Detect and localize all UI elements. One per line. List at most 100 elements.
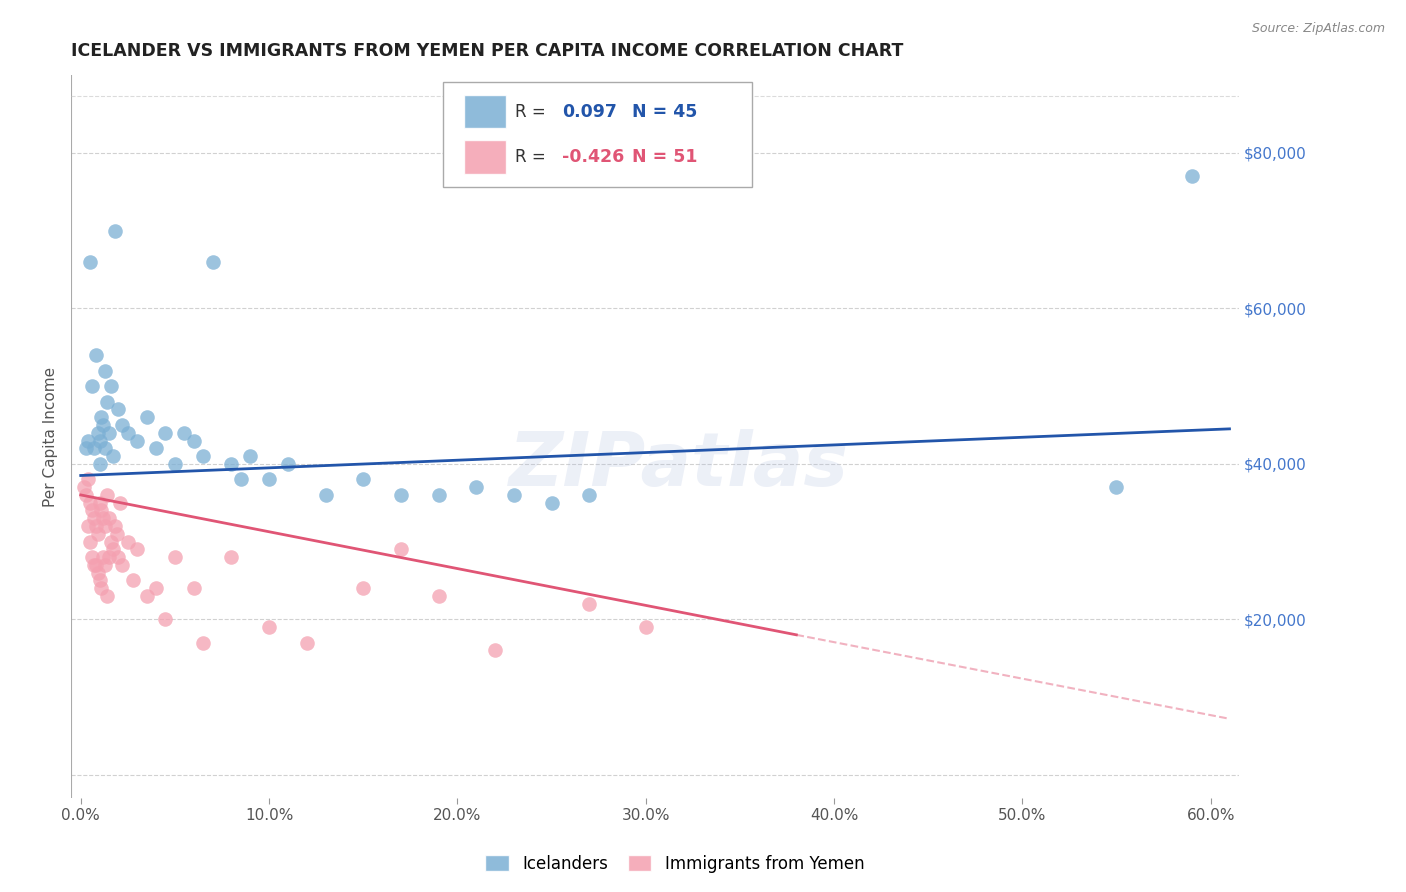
Point [578,597,600,611]
Point [183,434,205,448]
FancyBboxPatch shape [464,140,506,174]
Point [117,534,139,549]
Point [89,434,111,448]
Point [155,612,177,626]
Point [101,449,124,463]
Point [100,534,122,549]
Point [229,472,252,486]
Point [79,534,101,549]
Point [163,550,186,565]
Text: N = 51: N = 51 [620,148,697,166]
Point [94,442,117,456]
Point [1181,169,1204,184]
Point [105,526,128,541]
Point [191,635,214,649]
Y-axis label: Per Capita Income: Per Capita Income [44,367,58,507]
Point [100,379,122,393]
Point [117,425,139,440]
Point [94,519,117,533]
Point [77,472,100,486]
Point [111,558,134,572]
Point [101,542,124,557]
Point [107,402,129,417]
Point [221,457,243,471]
Point [75,442,97,456]
Point [98,511,121,525]
Point [427,589,450,603]
Point [465,480,488,494]
Text: ICELANDER VS IMMIGRANTS FROM YEMEN PER CAPITA INCOME CORRELATION CHART: ICELANDER VS IMMIGRANTS FROM YEMEN PER C… [72,42,904,60]
Point [83,511,105,525]
Point [86,425,108,440]
Text: -0.426: -0.426 [562,148,624,166]
Point [315,488,337,502]
Point [145,442,167,456]
Point [90,503,112,517]
Point [257,472,280,486]
Point [79,496,101,510]
Point [98,550,121,565]
Point [191,449,214,463]
FancyBboxPatch shape [464,95,506,128]
Point [239,449,262,463]
Point [277,457,299,471]
Point [389,542,412,557]
Text: N = 45: N = 45 [620,103,697,120]
Point [89,457,111,471]
Point [91,417,114,432]
Text: 0.097: 0.097 [562,103,617,120]
Point [173,425,195,440]
Point [89,496,111,510]
Point [122,574,145,588]
Point [634,620,657,634]
Point [77,519,100,533]
Point [91,550,114,565]
Point [96,394,118,409]
Point [502,488,524,502]
Point [127,542,149,557]
Point [86,566,108,580]
FancyBboxPatch shape [443,82,752,187]
Point [96,589,118,603]
Point [84,348,107,362]
Point [111,417,134,432]
Point [80,550,103,565]
Point [389,488,412,502]
Point [84,558,107,572]
Point [73,480,96,494]
Point [84,519,107,533]
Point [107,550,129,565]
Text: ZIPatlas: ZIPatlas [509,429,848,502]
Point [83,558,105,572]
Point [257,620,280,634]
Point [427,488,450,502]
Point [221,550,243,565]
Point [295,635,318,649]
Point [98,425,121,440]
Point [104,519,127,533]
Point [80,503,103,517]
Point [135,410,157,425]
Point [352,472,374,486]
Point [540,496,562,510]
Point [90,581,112,595]
Point [127,434,149,448]
Point [83,442,105,456]
Point [352,581,374,595]
Text: R =: R = [515,148,551,166]
Point [77,434,100,448]
Point [91,511,114,525]
Point [183,581,205,595]
Point [86,526,108,541]
Point [155,425,177,440]
Point [80,379,103,393]
Text: R =: R = [515,103,551,120]
Point [90,410,112,425]
Point [79,254,101,268]
Text: Source: ZipAtlas.com: Source: ZipAtlas.com [1251,22,1385,36]
Point [75,488,97,502]
Point [201,254,224,268]
Point [94,558,117,572]
Point [96,488,118,502]
Point [578,488,600,502]
